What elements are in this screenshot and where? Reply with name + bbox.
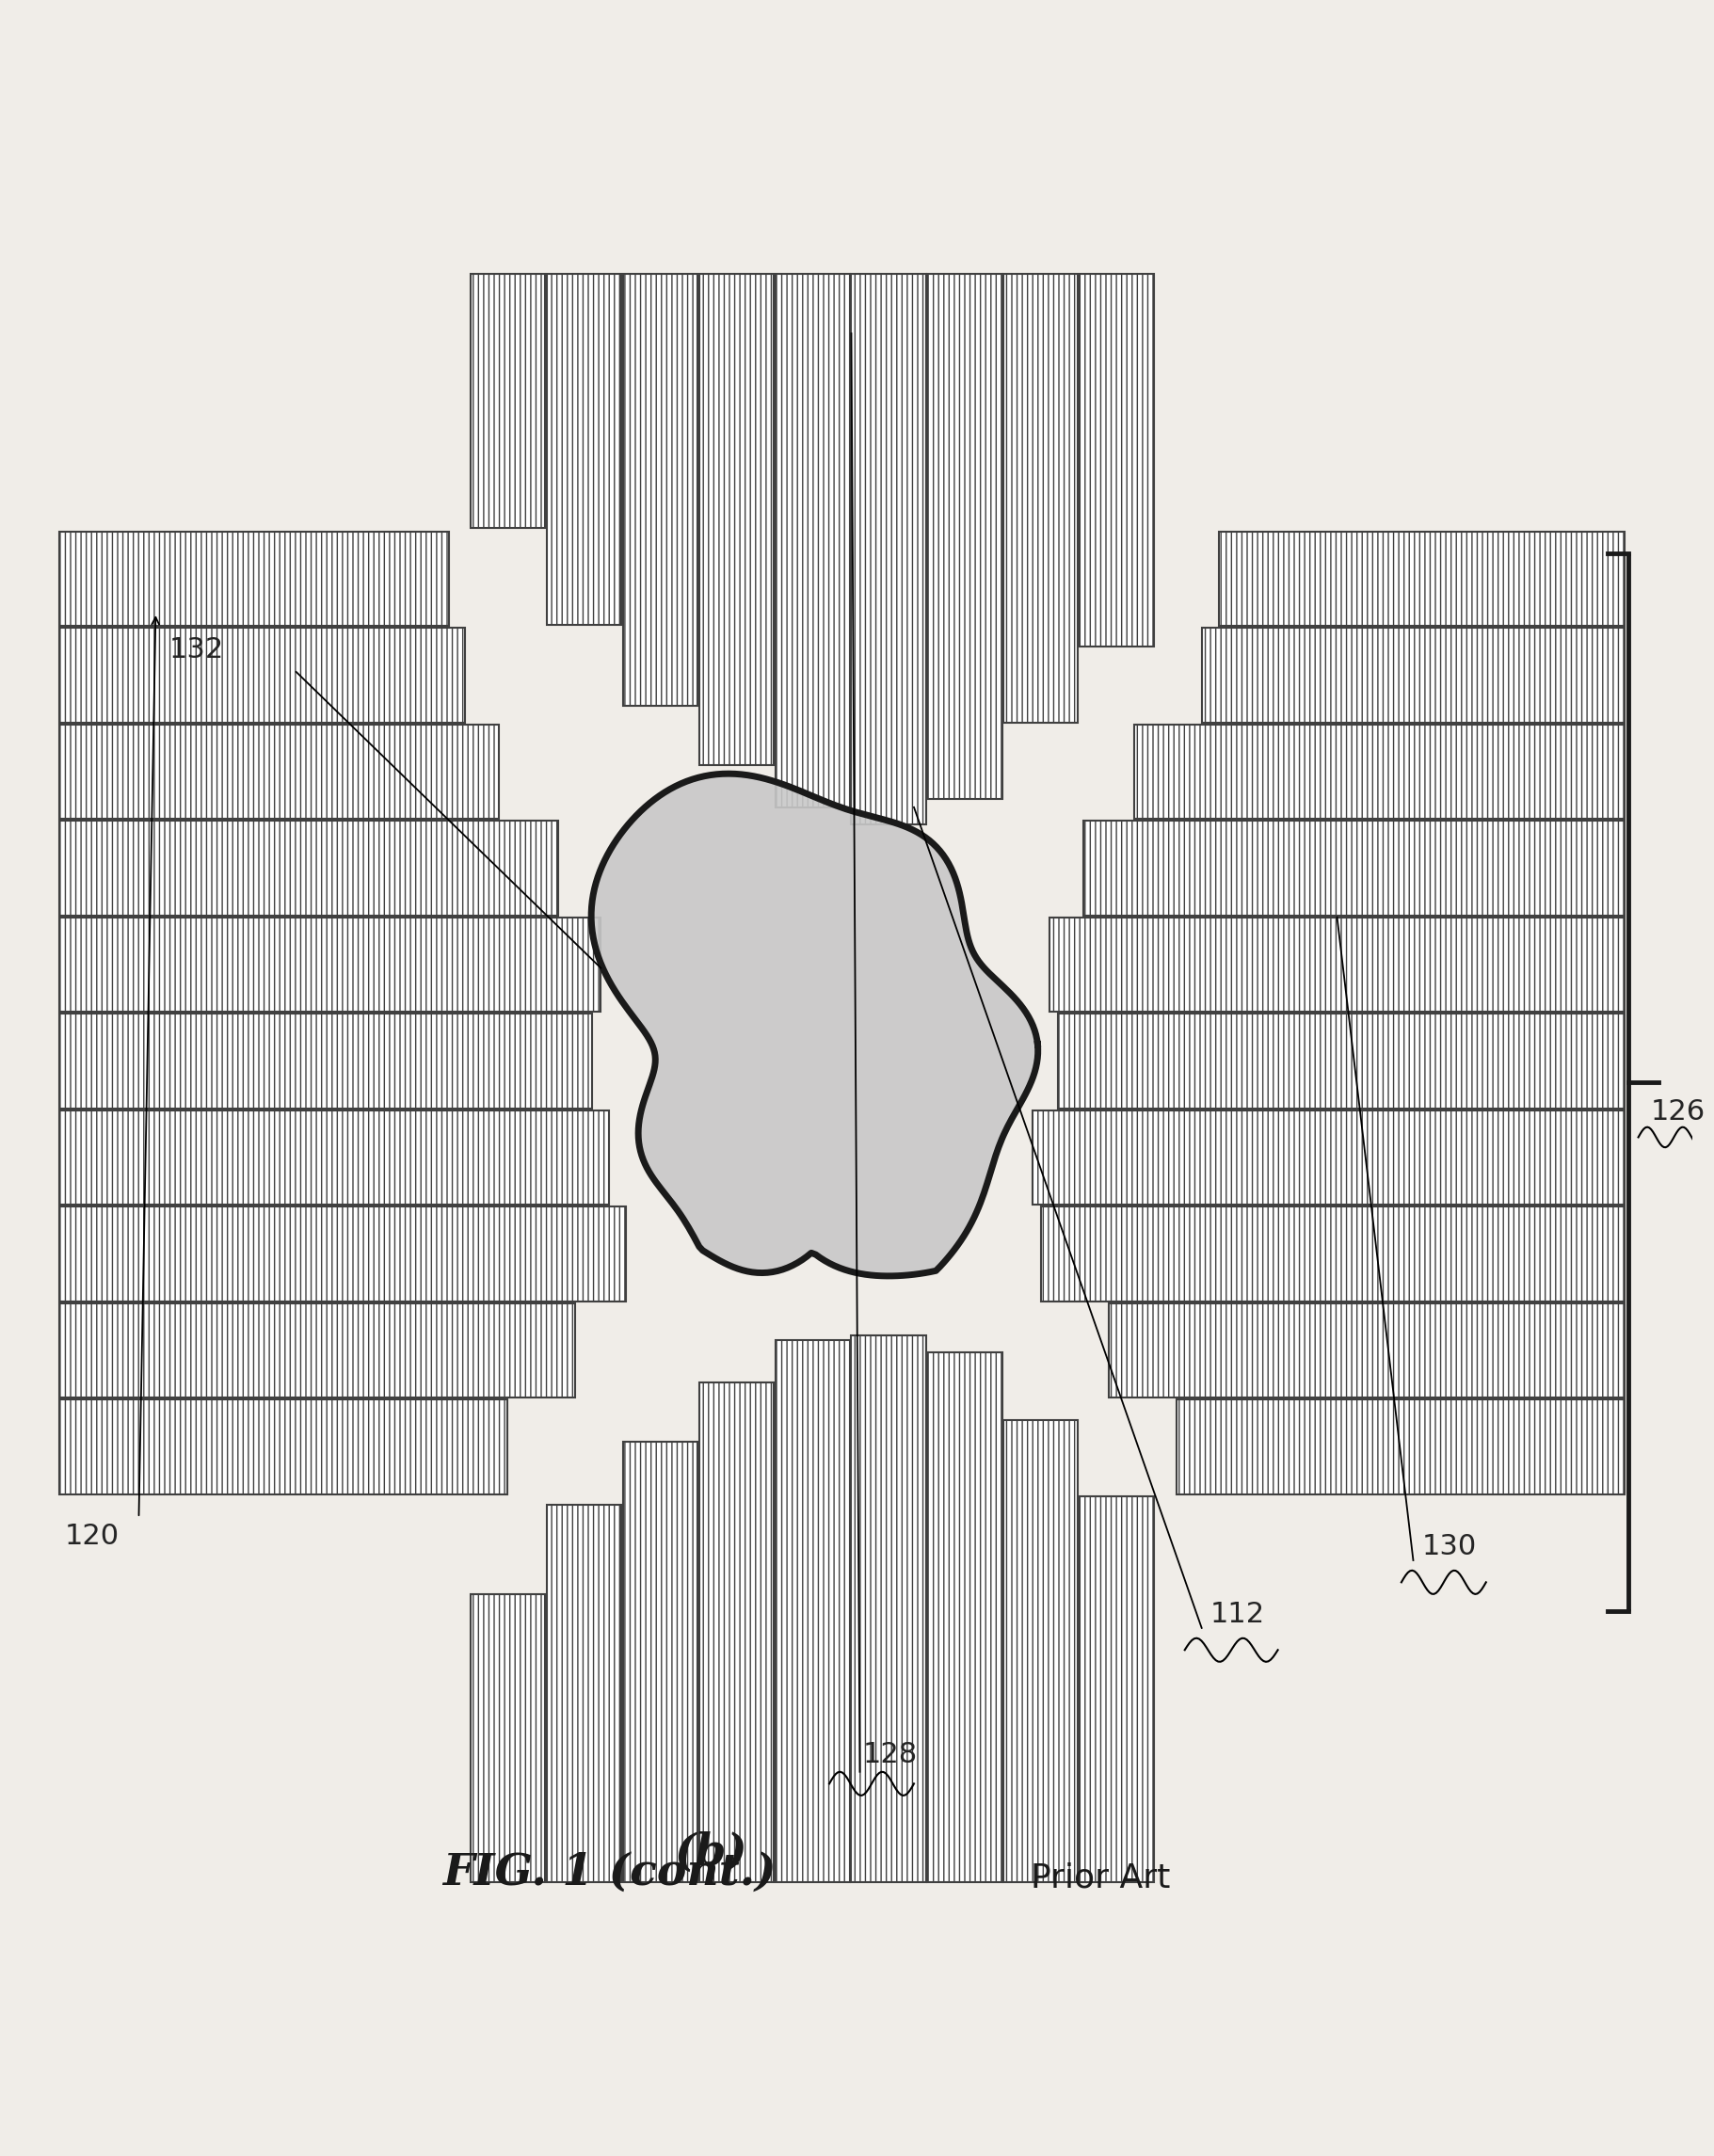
Text: (b): (b)	[674, 1830, 747, 1876]
Bar	[60, 916, 602, 1011]
Bar	[1058, 1013, 1625, 1108]
Text: FIG. 1 (cont.): FIG. 1 (cont.)	[442, 1850, 776, 1893]
Bar	[1040, 1207, 1625, 1302]
Bar	[699, 1382, 773, 1882]
Bar	[699, 274, 773, 765]
Bar	[60, 1110, 608, 1205]
Bar	[775, 1341, 850, 1882]
Bar	[1135, 724, 1625, 819]
Bar	[1109, 1302, 1625, 1397]
Bar	[927, 1352, 1003, 1882]
Bar	[60, 1013, 593, 1108]
Bar	[471, 274, 545, 528]
Bar	[852, 1335, 926, 1882]
Bar	[622, 274, 698, 705]
Text: Prior Art: Prior Art	[1030, 1861, 1171, 1893]
Bar	[622, 1442, 698, 1882]
Bar	[1219, 530, 1625, 625]
Bar	[1049, 916, 1625, 1011]
Bar	[60, 1207, 626, 1302]
Bar	[1202, 627, 1625, 722]
Bar	[60, 724, 499, 819]
Text: 130: 130	[1421, 1533, 1476, 1561]
Bar	[1032, 1110, 1625, 1205]
Bar	[547, 1505, 620, 1882]
Bar	[60, 1302, 576, 1397]
Bar	[927, 274, 1003, 798]
Bar	[1004, 274, 1078, 722]
Bar	[852, 274, 926, 824]
Text: 112: 112	[1210, 1600, 1265, 1628]
Bar	[60, 627, 466, 722]
Bar	[60, 1399, 507, 1494]
Text: 126: 126	[1651, 1097, 1705, 1125]
Bar	[1004, 1421, 1078, 1882]
Bar	[471, 1593, 545, 1882]
Bar	[1083, 821, 1625, 916]
Bar	[1080, 274, 1154, 647]
Bar	[775, 274, 850, 806]
Bar	[1080, 1496, 1154, 1882]
Text: 132: 132	[170, 636, 225, 664]
Text: 120: 120	[65, 1522, 118, 1550]
Bar	[547, 274, 620, 625]
Bar	[60, 530, 449, 625]
Polygon shape	[591, 774, 1039, 1276]
Bar	[1176, 1399, 1625, 1494]
Bar	[60, 821, 559, 916]
Text: 128: 128	[864, 1742, 919, 1768]
